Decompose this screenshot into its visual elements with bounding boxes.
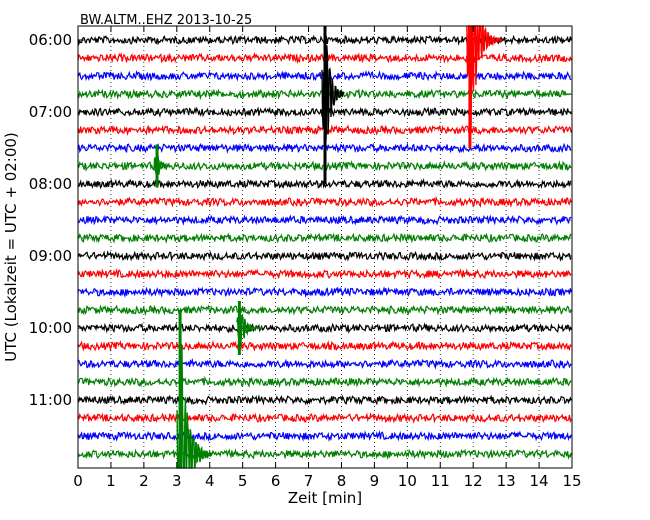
y-tick-label: 10:00 — [29, 319, 72, 337]
seismic-trace — [77, 448, 572, 461]
seismic-trace — [77, 232, 572, 244]
x-tick-label: 8 — [337, 472, 347, 490]
seismic-trace — [77, 195, 572, 208]
event-peak — [178, 310, 182, 468]
seismic-trace — [77, 394, 572, 406]
seismic-event — [466, 25, 503, 132]
x-tick-label: 9 — [370, 472, 380, 490]
event-peak — [155, 144, 159, 188]
seismic-events — [153, 25, 503, 469]
x-tick-label: 11 — [431, 472, 450, 490]
x-tick-label: 0 — [73, 472, 83, 490]
y-axis-label: UTC (Lokalzeit = UTC + 02:00) — [2, 132, 20, 362]
seismic-trace — [77, 286, 572, 299]
seismic-trace — [77, 268, 572, 280]
seismic-trace — [77, 304, 572, 316]
seismic-trace — [77, 357, 572, 370]
event-peak — [468, 26, 472, 148]
seismic-trace — [77, 375, 572, 388]
x-tick-label: 6 — [271, 472, 281, 490]
seismic-trace — [77, 250, 572, 263]
chart-title: BW.ALTM..EHZ 2013-10-25 — [80, 13, 252, 28]
grid-lines — [78, 26, 572, 468]
event-peak — [237, 301, 241, 355]
x-tick-label: 2 — [139, 472, 149, 490]
plot-frame — [77, 25, 573, 469]
x-tick-label: 13 — [497, 472, 516, 490]
y-tick-label: 07:00 — [29, 103, 72, 121]
x-tick-label: 4 — [205, 472, 215, 490]
seismic-trace — [77, 214, 572, 226]
x-tick-label: 14 — [530, 472, 549, 490]
y-tick-label: 06:00 — [29, 31, 72, 49]
y-tick-label: 09:00 — [29, 247, 72, 265]
x-tick-label: 10 — [398, 472, 417, 490]
x-tick-label: 1 — [106, 472, 116, 490]
seismic-trace — [77, 339, 572, 352]
seismic-trace — [77, 430, 572, 443]
x-tick-label: 12 — [464, 472, 483, 490]
x-tick-label: 15 — [562, 472, 581, 490]
y-tick-label: 08:00 — [29, 175, 72, 193]
x-tick-label: 3 — [172, 472, 182, 490]
y-tick-label: 11:00 — [29, 391, 72, 409]
event-peak — [323, 26, 327, 184]
seismic-event — [176, 345, 213, 469]
x-tick-label: 5 — [238, 472, 248, 490]
seismic-trace — [77, 412, 572, 424]
x-tick-label: 7 — [304, 472, 314, 490]
axis-ticks: 0 1 2 3 4 5 6 7 8 9 10 11 12 13 14 1506:0007:0008:0009:… — [29, 26, 582, 490]
x-axis-label: Zeit [min] — [288, 489, 362, 507]
seismic-trace — [77, 177, 572, 190]
seismic-trace — [77, 322, 572, 334]
